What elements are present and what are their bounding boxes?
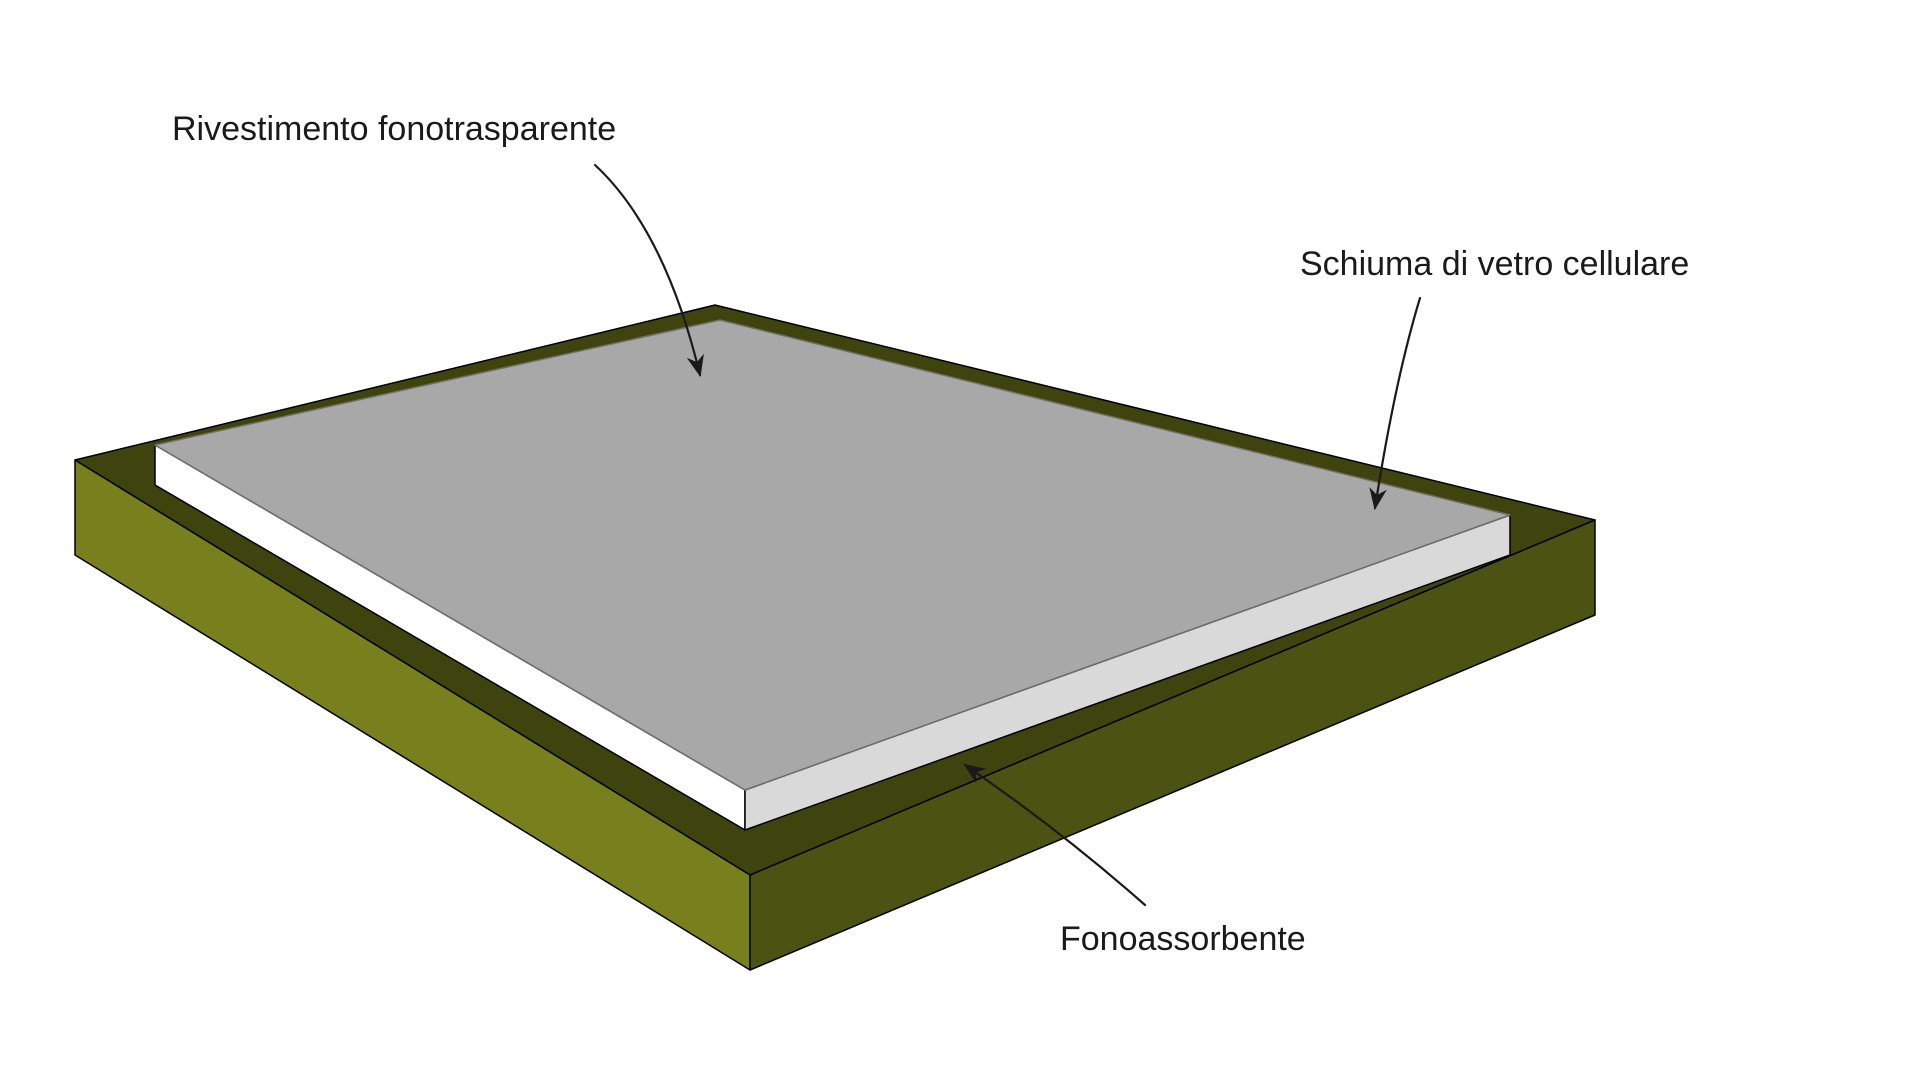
label-bottom: Fonoassorbente [1060,920,1306,959]
label-right: Schiuma di vetro cellulare [1300,245,1689,284]
label-top: Rivestimento fonotrasparente [172,110,616,149]
